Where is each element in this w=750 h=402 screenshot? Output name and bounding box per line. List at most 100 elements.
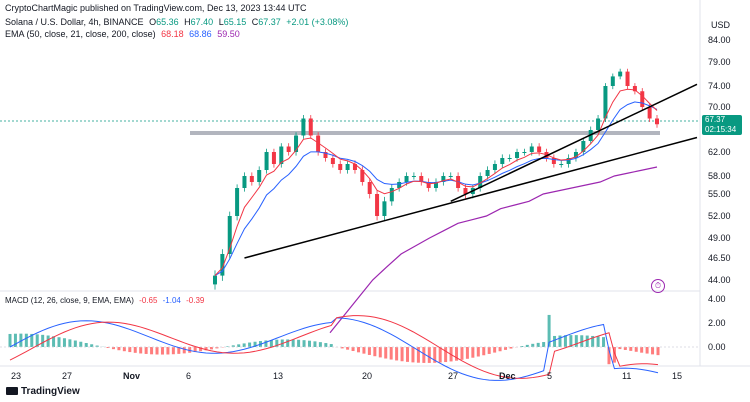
macd-histogram-bar	[79, 341, 83, 347]
countdown-value: 02:15:34	[705, 125, 737, 134]
macd-histogram-bar	[188, 347, 192, 353]
macd-histogram-bar	[367, 347, 371, 355]
macd-histogram-bar	[340, 347, 344, 349]
macd-histogram-bar	[73, 340, 77, 347]
candle-body	[330, 158, 335, 164]
macd-line	[9, 317, 659, 381]
alert-clock-icon[interactable]: ⏱	[651, 279, 665, 293]
macd-histogram-bar	[171, 347, 175, 355]
candle-body	[375, 194, 380, 216]
macd-histogram-bar	[373, 347, 377, 357]
candle-body	[632, 86, 637, 92]
macd-tick-label: 4.00	[708, 294, 726, 304]
candle-body	[647, 107, 652, 119]
macd-histogram-bar	[199, 347, 203, 352]
candle-body	[249, 176, 254, 182]
price-tick-label: 70.00	[708, 102, 731, 112]
macd-histogram-bar	[24, 333, 28, 347]
candle-body	[404, 176, 409, 182]
time-tick-label: 6	[186, 371, 191, 381]
macd-histogram-bar	[291, 339, 295, 347]
macd-value-1: -0.65	[139, 296, 158, 305]
macd-histogram-bar	[128, 347, 132, 353]
candle-body	[389, 188, 394, 202]
macd-histogram-bar	[264, 340, 268, 347]
candle-body	[529, 146, 534, 152]
price-tick-label: 55.00	[708, 189, 731, 199]
macd-histogram-bar	[444, 347, 448, 363]
candle-body	[235, 188, 240, 216]
candle-body	[596, 118, 601, 130]
logo-text: TradingView	[21, 386, 80, 397]
macd-histogram-bar	[8, 333, 12, 347]
macd-histogram-bar	[389, 347, 393, 360]
candle-body	[227, 216, 232, 254]
macd-histogram-bar	[634, 347, 638, 352]
ema-value-2: 68.86	[189, 29, 212, 39]
macd-histogram-bar	[193, 347, 197, 353]
open-label: O	[149, 17, 157, 27]
macd-histogram-bar	[520, 346, 524, 347]
candle-body	[220, 254, 225, 276]
candle-body	[515, 152, 520, 158]
time-tick-label: Dec	[499, 371, 516, 381]
macd-histogram-bar	[68, 339, 72, 347]
macd-histogram-bar	[504, 347, 508, 350]
macd-histogram-bar	[433, 347, 437, 363]
low-value: 65.15	[223, 17, 247, 27]
ema-layer	[214, 88, 658, 277]
macd-histogram-bar	[357, 347, 361, 353]
macd-histogram-bar	[253, 341, 257, 347]
price-tick-label: 62.00	[708, 147, 731, 157]
macd-value-3: -0.39	[186, 296, 205, 305]
macd-histogram-bar	[487, 347, 491, 354]
ema200-line	[329, 166, 658, 334]
macd-histogram-bar	[406, 347, 410, 362]
macd-histogram-bar	[160, 347, 164, 355]
macd-histogram-bar	[427, 347, 431, 363]
macd-histogram-bar	[471, 347, 475, 358]
candle-body	[537, 146, 542, 152]
macd-histogram-bar	[400, 347, 404, 362]
candle-body	[257, 170, 262, 182]
candle-body	[323, 152, 328, 158]
macd-layer	[0, 314, 700, 381]
trendline	[450, 83, 698, 203]
candle-body	[640, 91, 645, 107]
candle-body	[441, 176, 446, 182]
macd-histogram-bar	[640, 347, 644, 353]
price-tick-label: 44.00	[708, 275, 731, 285]
macd-histogram-bar	[607, 347, 611, 365]
macd-histogram-bar	[329, 344, 333, 347]
candle-body	[610, 76, 615, 86]
high-value: 67.40	[190, 17, 214, 27]
macd-histogram-bar	[509, 347, 513, 349]
candle-body	[316, 135, 321, 152]
symbol-legend: Solana / U.S. Dollar, 4h, BINANCE O65.36…	[5, 17, 348, 27]
trendline-layer	[244, 83, 698, 259]
macd-histogram-bar	[346, 347, 350, 350]
publisher-line: CryptoChartMagic published on TradingVie…	[5, 3, 307, 13]
price-axis: 84.0079.0074.0070.0066.0062.0058.0055.00…	[708, 35, 731, 285]
macd-histogram-bar	[362, 347, 366, 354]
candle-body	[478, 176, 483, 188]
macd-histogram-bar	[133, 347, 137, 353]
macd-histogram-bar	[275, 339, 279, 347]
time-tick-label: 27	[448, 371, 458, 381]
macd-tick-label: 0.00	[708, 342, 726, 352]
candle-body	[581, 141, 586, 152]
macd-histogram-bar	[645, 347, 649, 354]
macd-histogram-bar	[531, 343, 535, 347]
macd-histogram-bar	[269, 340, 273, 347]
candle-body	[618, 71, 623, 77]
time-tick-label: 27	[62, 371, 72, 381]
macd-histogram-bar	[30, 333, 34, 347]
candle-body	[559, 164, 564, 165]
macd-histogram-bar	[574, 335, 578, 347]
macd-histogram-bar	[35, 334, 39, 347]
macd-histogram-bar	[215, 347, 219, 349]
candle-body	[367, 182, 372, 194]
candle-body	[345, 164, 350, 170]
macd-histogram-bar	[204, 347, 208, 351]
